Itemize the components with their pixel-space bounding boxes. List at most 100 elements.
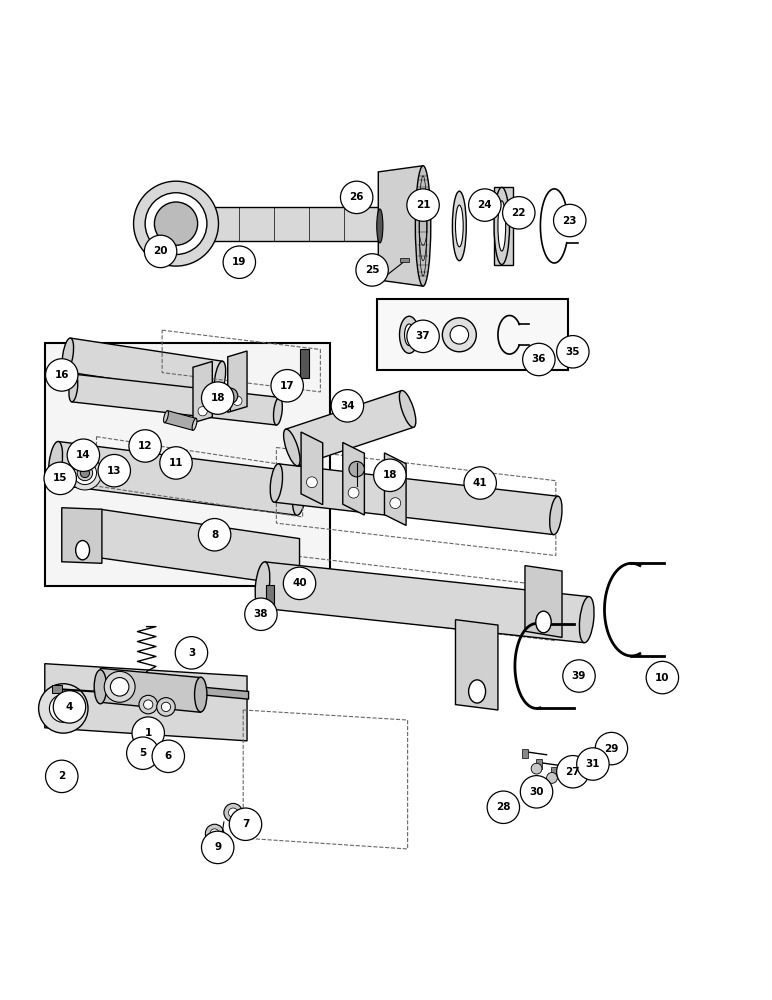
Circle shape	[80, 468, 90, 478]
Circle shape	[229, 808, 262, 840]
Polygon shape	[66, 338, 222, 395]
Text: 1: 1	[144, 728, 152, 738]
Circle shape	[161, 702, 171, 712]
Circle shape	[205, 824, 224, 843]
Ellipse shape	[469, 680, 486, 703]
Circle shape	[271, 370, 303, 402]
Ellipse shape	[283, 429, 300, 466]
Circle shape	[132, 717, 164, 749]
Polygon shape	[286, 391, 414, 466]
Polygon shape	[100, 668, 201, 712]
Circle shape	[222, 388, 238, 404]
Polygon shape	[100, 509, 300, 586]
Bar	[522, 749, 528, 758]
Polygon shape	[45, 664, 247, 741]
Text: 13: 13	[107, 466, 121, 476]
Ellipse shape	[270, 464, 283, 502]
Text: 22: 22	[512, 208, 526, 218]
Text: 7: 7	[242, 819, 249, 829]
Circle shape	[487, 791, 520, 823]
Circle shape	[46, 359, 78, 391]
Ellipse shape	[195, 677, 207, 712]
Polygon shape	[260, 562, 589, 643]
Polygon shape	[52, 441, 303, 515]
Circle shape	[201, 831, 234, 864]
Ellipse shape	[164, 411, 168, 423]
Circle shape	[44, 462, 76, 495]
Text: 20: 20	[154, 246, 168, 256]
Circle shape	[531, 763, 542, 774]
Ellipse shape	[293, 472, 306, 515]
Bar	[300, 349, 309, 378]
Polygon shape	[62, 508, 102, 563]
Text: 3: 3	[188, 648, 195, 658]
Text: 12: 12	[138, 441, 152, 451]
Ellipse shape	[215, 361, 225, 395]
Circle shape	[39, 684, 88, 733]
Circle shape	[229, 808, 238, 817]
Polygon shape	[301, 432, 323, 505]
Text: 36: 36	[532, 354, 546, 364]
Ellipse shape	[69, 374, 78, 402]
Circle shape	[245, 598, 277, 630]
Ellipse shape	[536, 611, 551, 633]
Circle shape	[557, 756, 589, 788]
Polygon shape	[455, 620, 498, 710]
Circle shape	[152, 740, 185, 773]
Text: 30: 30	[530, 787, 543, 797]
Polygon shape	[72, 374, 279, 425]
Polygon shape	[199, 687, 249, 699]
Text: 16: 16	[55, 370, 69, 380]
Text: 10: 10	[655, 673, 669, 683]
Circle shape	[157, 698, 175, 716]
Circle shape	[503, 197, 535, 229]
Circle shape	[520, 776, 553, 808]
Text: 8: 8	[211, 530, 218, 540]
Ellipse shape	[415, 166, 431, 286]
Circle shape	[127, 737, 159, 769]
Circle shape	[348, 487, 359, 498]
Polygon shape	[228, 351, 247, 412]
Bar	[570, 759, 576, 769]
Ellipse shape	[455, 205, 463, 247]
Circle shape	[175, 637, 208, 669]
Circle shape	[134, 181, 218, 266]
Text: 39: 39	[572, 671, 586, 681]
Circle shape	[68, 456, 102, 490]
Text: 21: 21	[416, 200, 430, 210]
Polygon shape	[525, 566, 562, 637]
Bar	[266, 585, 274, 610]
Circle shape	[563, 660, 595, 692]
Polygon shape	[164, 411, 196, 430]
Circle shape	[340, 181, 373, 214]
Circle shape	[469, 189, 501, 221]
Text: 26: 26	[350, 192, 364, 202]
Ellipse shape	[49, 441, 63, 484]
Text: 11: 11	[169, 458, 183, 468]
Text: 40: 40	[293, 578, 306, 588]
Text: 35: 35	[566, 347, 580, 357]
Bar	[551, 767, 557, 776]
Bar	[584, 750, 590, 759]
Circle shape	[73, 461, 96, 485]
Ellipse shape	[452, 191, 466, 261]
Bar	[377, 299, 568, 370]
Polygon shape	[274, 464, 558, 535]
Text: 24: 24	[478, 200, 492, 210]
Text: 18: 18	[383, 470, 397, 480]
Polygon shape	[494, 187, 513, 265]
Circle shape	[198, 519, 231, 551]
Ellipse shape	[400, 316, 418, 353]
Text: 18: 18	[211, 393, 225, 403]
Circle shape	[160, 447, 192, 479]
Text: 27: 27	[566, 767, 580, 777]
Text: 37: 37	[416, 331, 430, 341]
Circle shape	[198, 407, 207, 416]
Circle shape	[407, 189, 439, 221]
Circle shape	[49, 695, 77, 722]
Circle shape	[390, 498, 401, 508]
Circle shape	[53, 691, 86, 723]
Circle shape	[110, 678, 129, 696]
Circle shape	[557, 336, 589, 368]
Ellipse shape	[405, 324, 414, 346]
